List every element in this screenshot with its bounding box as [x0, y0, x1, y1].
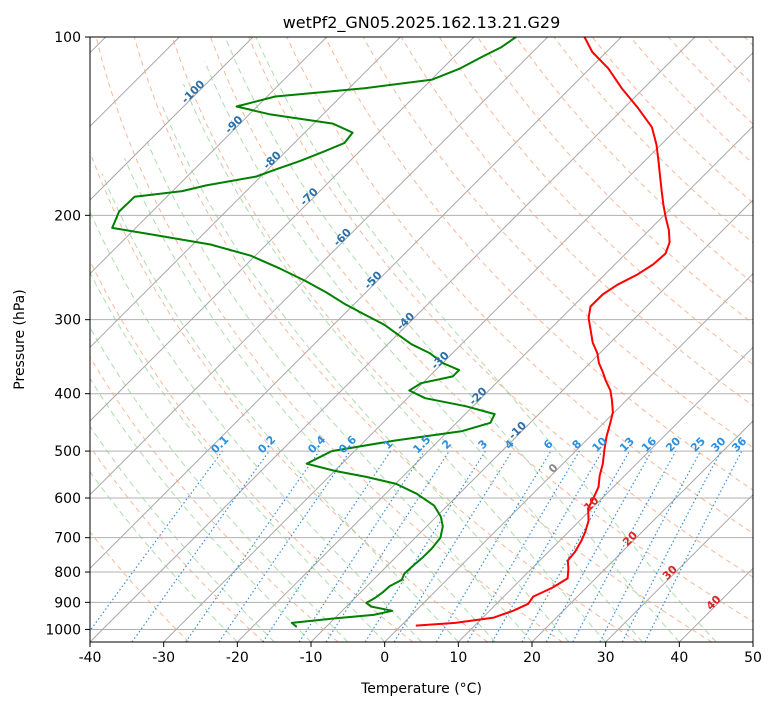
isotherm-line — [90, 37, 475, 422]
y-tick-label: 1000 — [45, 622, 81, 638]
dry-adiabat-line — [286, 37, 753, 534]
x-tick-label: -30 — [152, 650, 175, 666]
mixing-ratio-line — [572, 450, 677, 642]
y-tick-label: 800 — [54, 565, 81, 581]
isotherm-line — [90, 37, 622, 570]
dry-adiabat-line — [90, 259, 414, 642]
y-tick-label: 400 — [54, 387, 81, 403]
isotherm-line — [236, 125, 753, 642]
x-tick-label: 20 — [523, 650, 541, 666]
moist-adiabat-line — [90, 471, 238, 642]
isotherm-line — [163, 51, 753, 642]
dry-adiabat-line — [515, 37, 753, 284]
mixing-ratio-line — [218, 450, 351, 642]
y-tick-label: 700 — [54, 531, 81, 547]
mixing-ratio-line — [131, 450, 270, 642]
isotherm-line — [90, 37, 549, 496]
y-tick-label: 600 — [54, 491, 81, 507]
moist-adiabat-line — [161, 104, 570, 642]
x-tick-label: 0 — [380, 650, 389, 666]
mixing-ratio-line — [298, 450, 425, 642]
chart-title: wetPf2_GN05.2025.162.13.21.G29 — [283, 13, 561, 33]
moist-adiabat-line — [90, 377, 312, 642]
y-tick-label: 200 — [54, 208, 81, 224]
dry-adiabat-line — [210, 37, 753, 623]
x-tick-label: 30 — [597, 650, 615, 666]
dry-adiabat-line — [90, 531, 190, 642]
mixing-ratio-line — [185, 450, 320, 642]
background-reference-lines — [90, 37, 753, 642]
mixing-ratio-line — [325, 450, 450, 642]
y-tick-label: 500 — [54, 444, 81, 460]
moist-adiabat-line — [146, 141, 533, 642]
y-tick-label: 900 — [54, 595, 81, 611]
moist-adiabat-line — [224, 37, 680, 642]
isotherm-line — [384, 272, 753, 642]
isotherm-line — [90, 37, 254, 201]
moist-adiabat-line — [90, 326, 349, 642]
x-tick-label: -10 — [300, 650, 323, 666]
x-axis-label: Temperature (°C) — [360, 681, 482, 697]
plot-frame — [89, 36, 754, 643]
dry-adiabat-line — [171, 37, 712, 642]
mixing-ratio-line — [545, 450, 653, 642]
isotherm-line — [605, 493, 753, 642]
temperature-profile-line — [415, 37, 671, 627]
y-tick-label: 100 — [54, 30, 81, 46]
mixing-ratio-line — [644, 450, 743, 642]
dry-adiabat-line — [133, 37, 638, 642]
mixing-ratio-line — [393, 450, 513, 642]
isotherm-line — [531, 420, 753, 642]
isotherm-line — [457, 346, 753, 642]
dewpoint-profile-line — [111, 37, 517, 628]
isotherm-line — [90, 37, 328, 275]
x-axis: -40 -30 -20 -10 0 10 20 30 40 50 — [79, 642, 762, 666]
y-axis: 100 200 300 400 500 600 700 800 900 1000 — [45, 30, 90, 638]
isotherm-line — [90, 37, 401, 349]
x-tick-label: 40 — [670, 650, 688, 666]
moist-adiabat-line — [90, 271, 386, 642]
dry-adiabat-line — [90, 445, 264, 642]
moist-adiabat-line — [255, 37, 717, 642]
dry-adiabat-line — [248, 37, 753, 578]
x-tick-label: 50 — [744, 650, 762, 666]
moist-adiabat-line — [182, 83, 607, 642]
moist-adiabat-line — [101, 173, 459, 642]
moist-adiabat-line — [90, 210, 422, 642]
dry-adiabat-line — [400, 37, 753, 407]
sounding-series — [111, 37, 671, 628]
dry-adiabat-line — [438, 37, 753, 366]
y-tick-label: 300 — [54, 313, 81, 329]
mixing-ratio-line — [90, 450, 223, 632]
y-axis-label: Pressure (hPa) — [12, 289, 28, 389]
isotherm-line — [90, 37, 696, 642]
x-tick-label: -20 — [226, 650, 249, 666]
dry-adiabat-line — [90, 150, 488, 642]
x-tick-label: -40 — [79, 650, 102, 666]
mixing-ratio-line — [262, 450, 392, 642]
moist-adiabat-line — [204, 61, 643, 642]
moist-adiabat-line — [123, 157, 496, 642]
dry-adiabat-line — [90, 356, 339, 642]
dry-adiabat-line — [95, 37, 563, 642]
x-tick-label: 10 — [449, 650, 467, 666]
mixing-ratio-line — [521, 450, 631, 642]
